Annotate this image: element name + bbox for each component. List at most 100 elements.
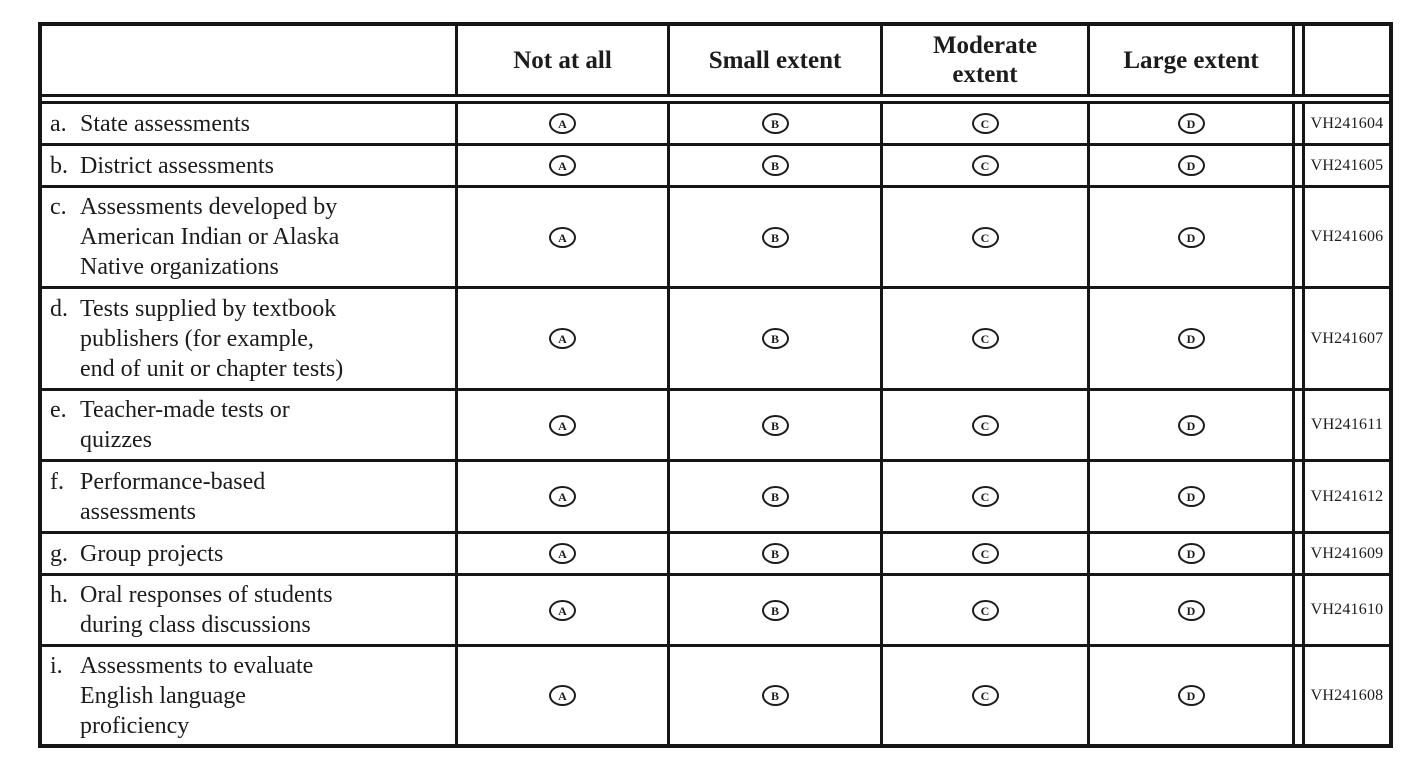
option-bubble-a[interactable]: A	[549, 599, 576, 621]
row-letter: a.	[50, 110, 67, 137]
option-bubble-c[interactable]: C	[971, 685, 999, 706]
option-cell: D	[1087, 391, 1292, 459]
option-cell: A	[455, 104, 667, 143]
option-cell: D	[1087, 146, 1292, 185]
item-code: VH241605	[1302, 146, 1389, 185]
option-bubble-c[interactable]: C	[971, 155, 999, 176]
option-bubble-b[interactable]: B	[761, 543, 789, 564]
option-cell: C	[880, 462, 1087, 531]
table-row: c. Assessments developed by American Indi…	[42, 185, 1389, 286]
option-bubble-a[interactable]: A	[549, 226, 576, 248]
option-cell: A	[455, 391, 667, 459]
option-bubble-b[interactable]: B	[761, 414, 789, 436]
option-cell: A	[455, 647, 667, 744]
option-bubble-a[interactable]: A	[549, 328, 576, 349]
option-cell: B	[667, 146, 880, 185]
column-header-label: Moderate extent	[932, 32, 1038, 88]
option-bubble-b[interactable]: B	[761, 328, 789, 349]
option-bubble-b[interactable]: B	[761, 155, 789, 176]
table-row: b. District assessments A B C D VH241605	[42, 143, 1389, 185]
option-bubble-d[interactable]: D	[1177, 486, 1205, 507]
option-cell: A	[455, 534, 667, 573]
option-cell: C	[880, 534, 1087, 573]
option-bubble-a[interactable]: A	[549, 113, 576, 134]
row-label-cell: e. Teacher-made tests or quizzes	[42, 391, 455, 459]
option-bubble-c[interactable]: C	[971, 328, 999, 349]
option-bubble-a[interactable]: A	[549, 543, 576, 564]
option-cell: A	[455, 462, 667, 531]
double-rule-gap	[1292, 534, 1302, 573]
option-bubble-d[interactable]: D	[1177, 226, 1205, 248]
option-bubble-c[interactable]: C	[971, 113, 999, 134]
option-cell: C	[880, 188, 1087, 286]
option-bubble-d[interactable]: D	[1177, 685, 1205, 706]
option-bubble-d[interactable]: D	[1177, 543, 1205, 564]
row-label-cell: b. District assessments	[42, 146, 455, 185]
row-label-cell: a. State assessments	[42, 104, 455, 143]
option-bubble-b[interactable]: B	[761, 113, 789, 134]
header-code-cell	[1302, 26, 1389, 94]
row-label: District assessments	[80, 152, 274, 179]
option-cell: B	[667, 188, 880, 286]
table-row: f. Performance-based assessments A B C D VH241…	[42, 459, 1389, 531]
option-cell: D	[1087, 289, 1292, 388]
option-cell: C	[880, 647, 1087, 744]
option-bubble-c[interactable]: C	[971, 599, 999, 621]
row-letter: f.	[50, 468, 64, 495]
option-bubble-c[interactable]: C	[971, 486, 999, 507]
option-cell: B	[667, 391, 880, 459]
option-bubble-b[interactable]: B	[761, 599, 789, 621]
header-blank-cell	[42, 26, 455, 94]
option-bubble-c[interactable]: C	[971, 414, 999, 436]
option-bubble-a[interactable]: A	[549, 414, 576, 436]
option-cell: A	[455, 289, 667, 388]
option-bubble-b[interactable]: B	[761, 486, 789, 507]
option-cell: A	[455, 146, 667, 185]
row-label: Oral responses of students during class …	[80, 582, 333, 638]
option-bubble-b[interactable]: B	[761, 226, 789, 248]
option-bubble-d[interactable]: D	[1177, 113, 1205, 134]
row-letter: g.	[50, 540, 68, 567]
row-label: Teacher-made tests or quizzes	[80, 397, 290, 453]
option-bubble-c[interactable]: C	[971, 226, 999, 248]
option-cell: A	[455, 576, 667, 644]
header-double-rule	[42, 94, 1389, 104]
option-bubble-a[interactable]: A	[549, 155, 576, 176]
option-cell: C	[880, 391, 1087, 459]
option-cell: D	[1087, 104, 1292, 143]
double-rule-gap	[1292, 26, 1302, 94]
row-letter: b.	[50, 152, 68, 179]
option-bubble-d[interactable]: D	[1177, 328, 1205, 349]
questionnaire-table: Not at all Small extent Moderate extent …	[38, 22, 1393, 748]
option-cell: C	[880, 146, 1087, 185]
row-label-cell: h. Oral responses of students during clas…	[42, 576, 455, 644]
item-code: VH241611	[1302, 391, 1389, 459]
option-cell: D	[1087, 647, 1292, 744]
option-bubble-a[interactable]: A	[549, 685, 576, 706]
option-bubble-a[interactable]: A	[549, 486, 576, 507]
option-cell: B	[667, 576, 880, 644]
double-rule-gap	[1292, 146, 1302, 185]
option-cell: B	[667, 534, 880, 573]
row-letter: c.	[50, 194, 67, 220]
double-rule-gap	[1292, 462, 1302, 531]
option-cell: C	[880, 289, 1087, 388]
option-cell: B	[667, 647, 880, 744]
row-label-cell: d. Tests supplied by textbook publishers …	[42, 289, 455, 388]
column-header-not-at-all: Not at all	[455, 26, 667, 94]
option-cell: B	[667, 104, 880, 143]
row-label-cell: f. Performance-based assessments	[42, 462, 455, 531]
option-cell: D	[1087, 462, 1292, 531]
option-cell: C	[880, 104, 1087, 143]
column-header-small-extent: Small extent	[667, 26, 880, 94]
option-bubble-d[interactable]: D	[1177, 414, 1205, 436]
column-header-label: Large extent	[1123, 46, 1259, 74]
option-bubble-b[interactable]: B	[761, 685, 789, 706]
double-rule-gap	[1292, 576, 1302, 644]
option-bubble-d[interactable]: D	[1177, 599, 1205, 621]
option-bubble-d[interactable]: D	[1177, 155, 1205, 176]
column-header-moderate-extent: Moderate extent	[880, 26, 1087, 94]
option-bubble-c[interactable]: C	[971, 543, 999, 564]
option-cell: D	[1087, 576, 1292, 644]
table-body: a. State assessments A B C D VH241604 b. Distric…	[42, 104, 1389, 744]
